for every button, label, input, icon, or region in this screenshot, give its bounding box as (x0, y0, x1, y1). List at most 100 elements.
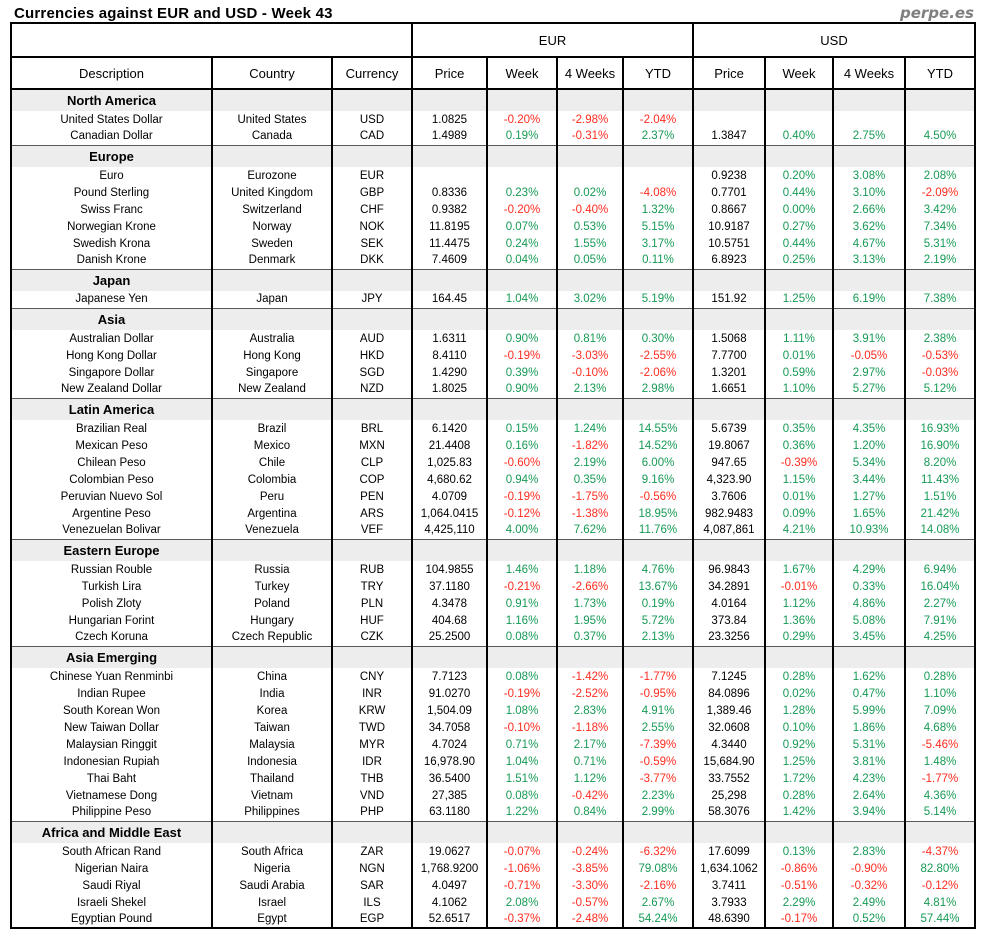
cell-country: Nigeria (211, 860, 333, 877)
cell-country: Vietnam (211, 787, 333, 804)
cell-eur-4weeks: 2.17% (556, 736, 624, 753)
table-row: Egyptian Pound Egypt EGP 52.6517 -0.37% -2.48… (10, 911, 977, 929)
cell-eur-4weeks: 0.05% (556, 252, 624, 269)
section-cell (764, 307, 835, 330)
cell-currency: VEF (331, 522, 413, 539)
section-cell (904, 538, 977, 561)
cell-eur-price: 104.9855 (411, 561, 488, 578)
col-description: Description (10, 56, 213, 90)
section-cell (904, 144, 977, 167)
section-cell (832, 397, 907, 420)
cell-eur-ytd: 2.67% (621, 894, 695, 911)
cell-usd-ytd: 7.09% (904, 702, 977, 719)
table-row: United States Dollar United States USD 1.08… (10, 111, 977, 128)
cell-usd-ytd: -0.03% (904, 364, 977, 381)
section-cell (331, 820, 413, 843)
cell-description: Colombian Peso (10, 471, 213, 488)
section-cell (556, 88, 624, 111)
cell-currency: ARS (331, 505, 413, 522)
cell-usd-4weeks: 3.94% (832, 804, 907, 821)
table-row: Indian Rupee India INR 91.0270 -0.19% -2.52% -… (10, 685, 977, 702)
cell-description: Hong Kong Dollar (10, 347, 213, 364)
cell-country: Peru (211, 488, 333, 505)
cell-description: Danish Krone (10, 252, 213, 269)
cell-eur-ytd: 3.17% (621, 235, 695, 252)
section-label: Asia Emerging (10, 645, 213, 668)
section-row: Asia Emerging (10, 645, 977, 668)
cell-usd-price: 7.7700 (692, 347, 767, 364)
cell-currency: SGD (331, 364, 413, 381)
cell-country: Argentina (211, 505, 333, 522)
table-row: Australian Dollar Australia AUD 1.6311 0.90%… (10, 330, 977, 347)
section-cell (832, 144, 907, 167)
cell-usd-week (764, 111, 835, 128)
cell-eur-4weeks: 1.73% (556, 595, 624, 612)
cell-usd-week: -0.86% (764, 860, 835, 877)
cell-country: Turkey (211, 578, 333, 595)
section-cell (211, 645, 333, 668)
cell-eur-week: -0.37% (486, 911, 558, 929)
cell-description: Argentine Peso (10, 505, 213, 522)
cell-usd-week: 0.59% (764, 364, 835, 381)
cell-usd-4weeks: 1.20% (832, 437, 907, 454)
section-cell (331, 144, 413, 167)
cell-currency: PEN (331, 488, 413, 505)
table-row: Argentine Peso Argentina ARS 1,064.0415 -0.1… (10, 505, 977, 522)
table-row: Swedish Krona Sweden SEK 11.4475 0.24% 1.55% 3… (10, 235, 977, 252)
cell-description: New Zealand Dollar (10, 381, 213, 398)
cell-usd-ytd: 1.51% (904, 488, 977, 505)
cell-usd-price: 0.7701 (692, 184, 767, 201)
cell-currency: ILS (331, 894, 413, 911)
section-cell (692, 268, 767, 291)
cell-country: Japan (211, 291, 333, 308)
cell-country: South Africa (211, 843, 333, 860)
cell-usd-4weeks: 2.97% (832, 364, 907, 381)
cell-eur-ytd: 5.19% (621, 291, 695, 308)
cell-eur-ytd: 14.52% (621, 437, 695, 454)
cell-eur-week: -0.20% (486, 201, 558, 218)
cell-usd-price: 151.92 (692, 291, 767, 308)
section-cell (621, 144, 695, 167)
section-cell (904, 397, 977, 420)
cell-country: Egypt (211, 911, 333, 929)
cell-usd-ytd: -0.53% (904, 347, 977, 364)
cell-usd-price: 7.1245 (692, 668, 767, 685)
table-row: Czech Koruna Czech Republic CZK 25.2500 0.08… (10, 629, 977, 646)
cell-eur-ytd: -2.55% (621, 347, 695, 364)
cell-currency: PHP (331, 804, 413, 821)
cell-usd-week: 0.01% (764, 488, 835, 505)
cell-description: Hungarian Forint (10, 612, 213, 629)
cell-usd-price: 3.7933 (692, 894, 767, 911)
section-cell (556, 645, 624, 668)
cell-usd-4weeks: 5.08% (832, 612, 907, 629)
cell-eur-price: 6.1420 (411, 420, 488, 437)
section-cell (621, 88, 695, 111)
cell-description: Norwegian Krone (10, 218, 213, 235)
cell-usd-4weeks: 3.45% (832, 629, 907, 646)
cell-description: Peruvian Nuevo Sol (10, 488, 213, 505)
cell-eur-price: 1,768.9200 (411, 860, 488, 877)
cell-description: Polish Zloty (10, 595, 213, 612)
cell-usd-ytd: 16.93% (904, 420, 977, 437)
cell-eur-4weeks: -1.75% (556, 488, 624, 505)
cell-country: Brazil (211, 420, 333, 437)
section-cell (832, 268, 907, 291)
cell-currency: GBP (331, 184, 413, 201)
cell-country: China (211, 668, 333, 685)
table-row: Brazilian Real Brazil BRL 6.1420 0.15% 1.24% 1… (10, 420, 977, 437)
cell-usd-price: 0.9238 (692, 167, 767, 184)
cell-usd-week: 1.11% (764, 330, 835, 347)
cell-eur-ytd: 54.24% (621, 911, 695, 929)
section-cell (692, 645, 767, 668)
cell-usd-week: 0.20% (764, 167, 835, 184)
cell-currency: JPY (331, 291, 413, 308)
cell-eur-price: 21.4408 (411, 437, 488, 454)
cell-eur-4weeks: 1.24% (556, 420, 624, 437)
cell-country: Canada (211, 128, 333, 145)
cell-usd-4weeks: -0.05% (832, 347, 907, 364)
section-row: Asia (10, 307, 977, 330)
col-usd-ytd: YTD (904, 56, 977, 90)
cell-eur-week: 0.15% (486, 420, 558, 437)
cell-usd-week: 1.42% (764, 804, 835, 821)
cell-usd-week: 1.36% (764, 612, 835, 629)
